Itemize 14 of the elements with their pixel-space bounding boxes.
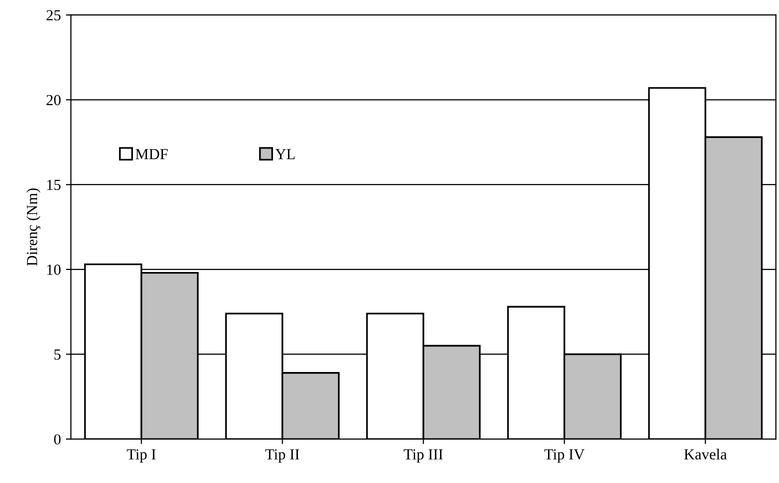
x-tick-label: Tip I — [126, 449, 156, 463]
y-tick-label: 5 — [54, 350, 61, 360]
y-tick-label: 0 — [54, 434, 61, 444]
x-tick-label: Tip III — [404, 449, 443, 463]
legend-label: MDF — [136, 149, 168, 160]
y-tick-label: 15 — [47, 180, 61, 190]
y-tick-label: 20 — [46, 94, 61, 106]
x-tick-label: Tip IV — [544, 449, 585, 463]
legend-label: YL — [275, 149, 295, 160]
y-tick-label: 10 — [47, 264, 61, 275]
y-axis-title: Direnç (Nm) — [26, 188, 40, 266]
x-tick-label: Tip II — [265, 449, 300, 463]
y-tick-label: 25 — [46, 10, 61, 20]
x-tick-label: Kavela — [684, 448, 727, 460]
